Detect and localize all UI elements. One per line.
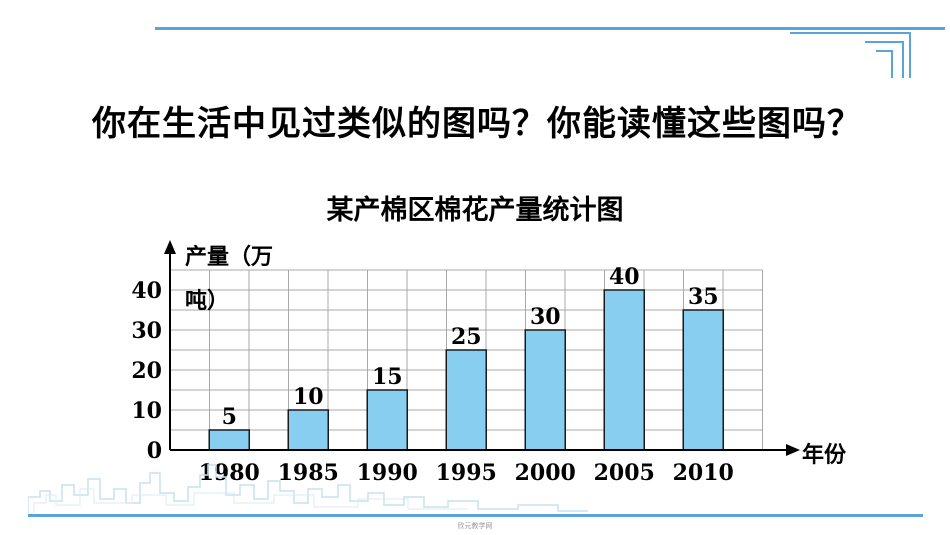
question-text: 你在生活中见过类似的图吗？你能读懂这些图吗？ bbox=[92, 104, 862, 144]
data-label-1980: 5 bbox=[222, 404, 237, 430]
footer-text: 欣元教学网 bbox=[457, 522, 493, 530]
bar-1990 bbox=[366, 389, 408, 451]
chart-title: 某产棉区棉花产量统计图 bbox=[326, 195, 624, 226]
footer-line bbox=[28, 514, 923, 517]
skyline-decoration bbox=[28, 464, 588, 513]
x-tick-label-1990: 1990 bbox=[357, 460, 418, 486]
data-label-1990: 15 bbox=[372, 364, 403, 390]
y-axis-label-line2: 吨） bbox=[185, 289, 229, 314]
y-tick-label-30: 30 bbox=[131, 318, 162, 344]
corner-decoration bbox=[790, 32, 911, 78]
bar-1995 bbox=[445, 349, 487, 451]
bar-2005 bbox=[603, 289, 645, 451]
y-tick-label-20: 20 bbox=[131, 358, 162, 384]
bar-2010 bbox=[682, 309, 724, 451]
data-label-2005: 40 bbox=[609, 264, 640, 290]
x-tick-label-1995: 1995 bbox=[436, 460, 497, 486]
data-label-1985: 10 bbox=[293, 384, 324, 410]
bar-1980 bbox=[208, 429, 250, 451]
x-axis-label: 年份 bbox=[802, 442, 847, 468]
y-tick-label-0: 0 bbox=[147, 438, 162, 464]
y-tick-label-10: 10 bbox=[131, 398, 162, 424]
top-decorative-line bbox=[155, 27, 945, 30]
bar-1985 bbox=[287, 409, 329, 451]
y-axis-label-line1: 产量（万 bbox=[185, 245, 273, 270]
x-tick-label-2000: 2000 bbox=[515, 460, 576, 486]
y-tick-label-40: 40 bbox=[131, 278, 162, 304]
x-tick-label-2005: 2005 bbox=[594, 460, 655, 486]
y-axis-arrow bbox=[164, 240, 176, 254]
data-label-1995: 25 bbox=[451, 324, 482, 350]
bar-2000 bbox=[524, 329, 566, 451]
data-label-2010: 35 bbox=[688, 284, 719, 310]
x-axis-arrow bbox=[786, 444, 800, 456]
x-tick-label-2010: 2010 bbox=[673, 460, 734, 486]
x-tick-label-1985: 1985 bbox=[278, 460, 339, 486]
data-label-2000: 30 bbox=[530, 304, 561, 330]
